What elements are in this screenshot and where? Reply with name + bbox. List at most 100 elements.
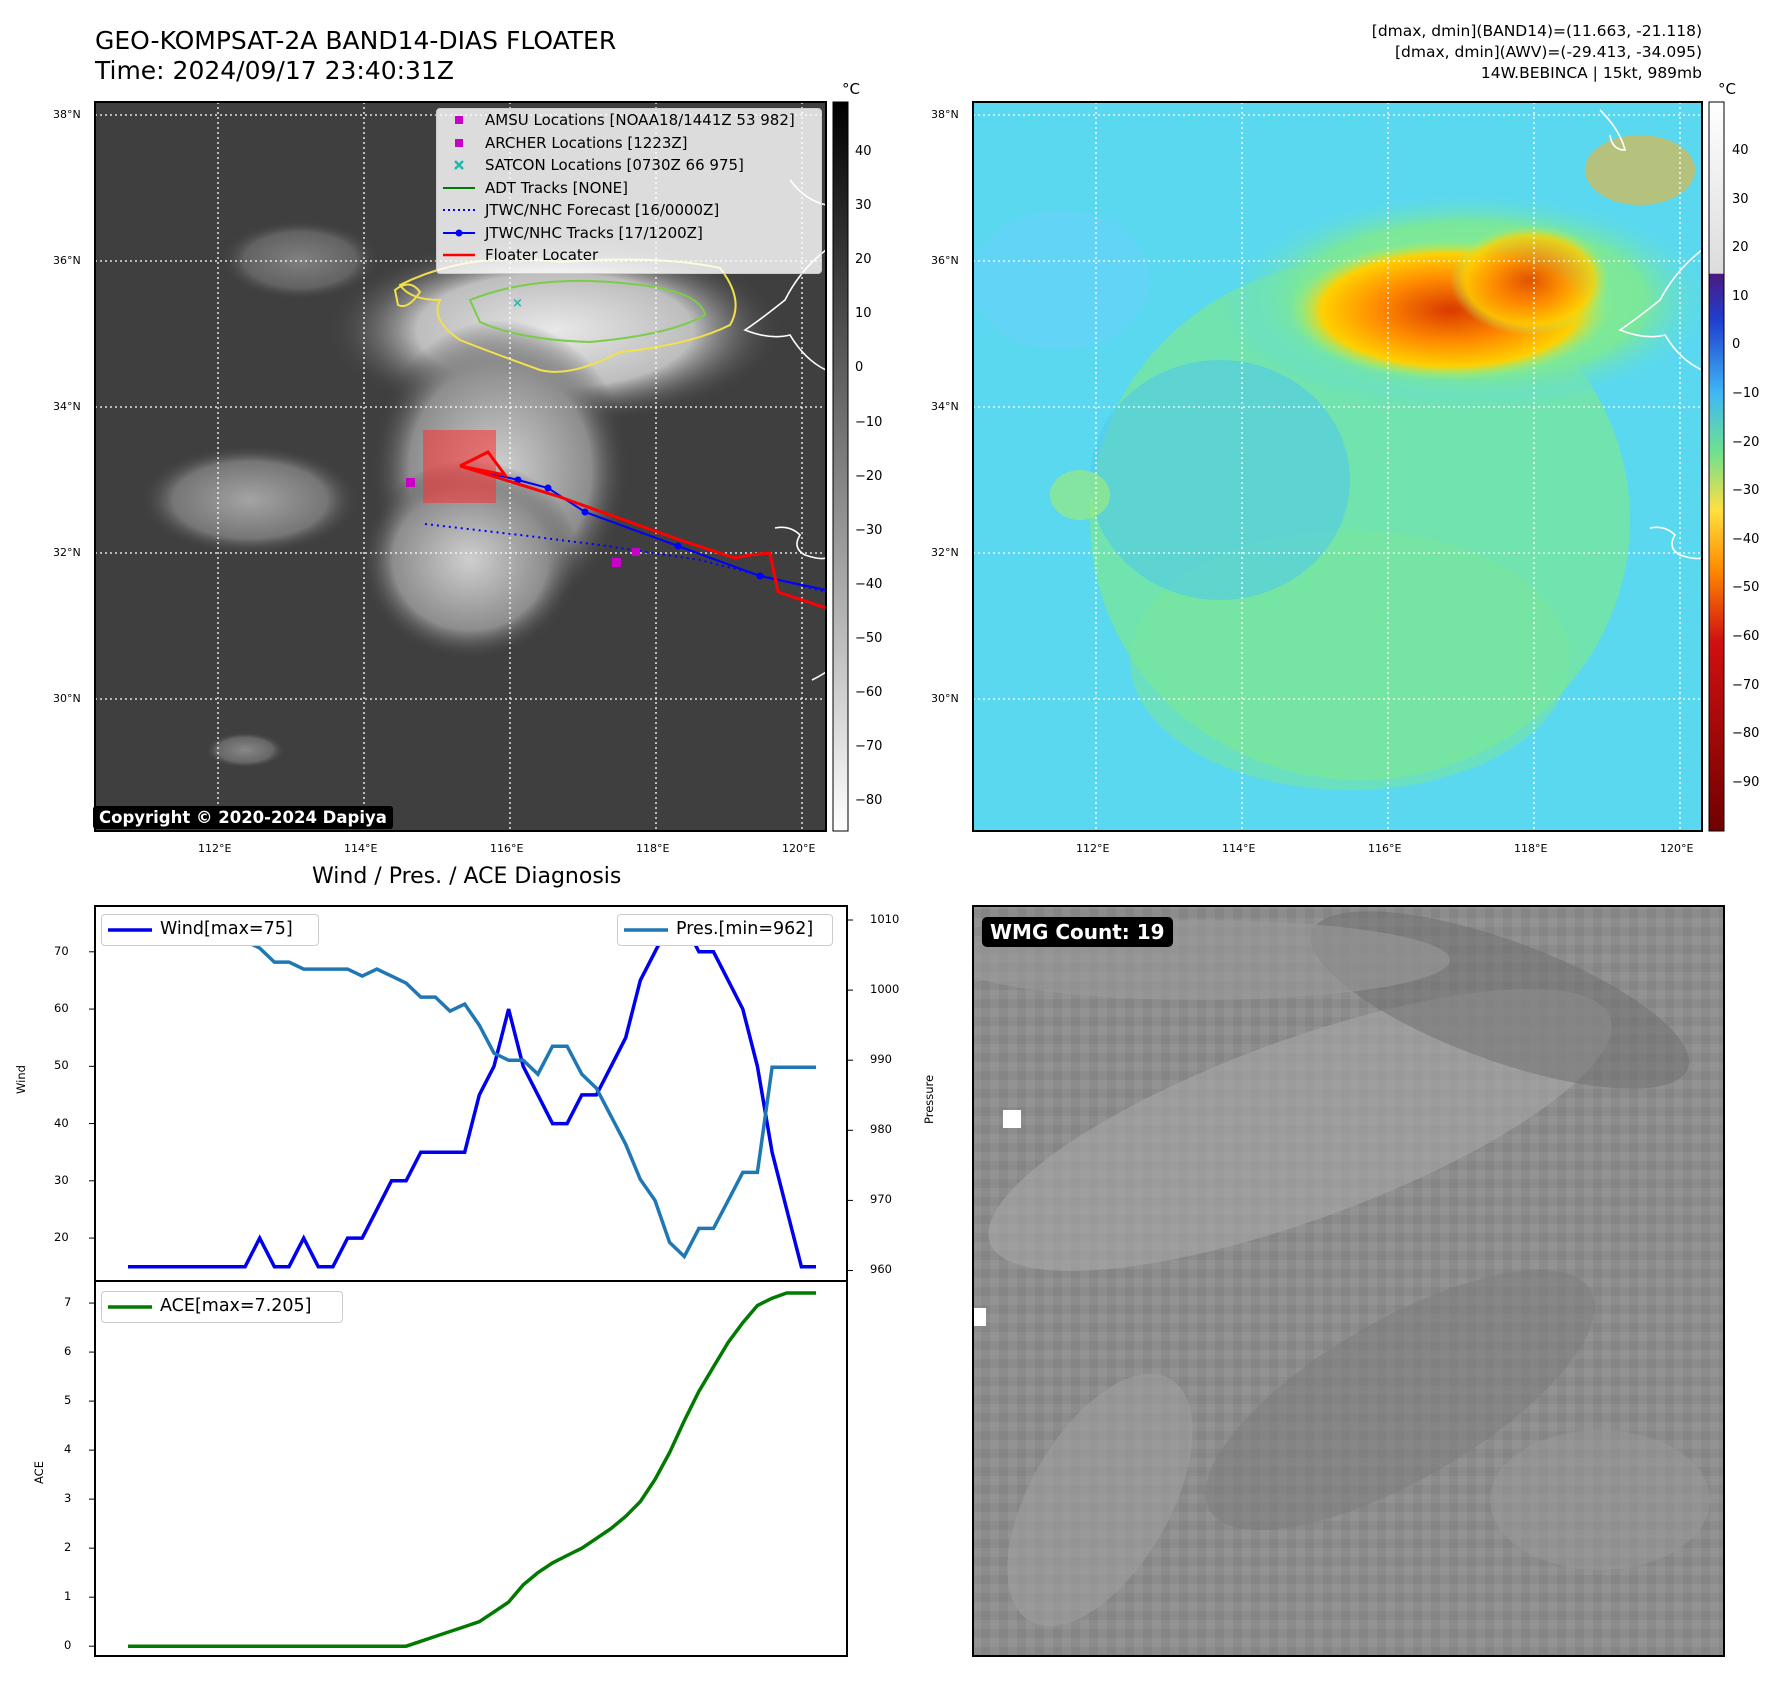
pressure-ytick-990: 990 [870, 1052, 892, 1067]
ace-axes [94, 1280, 848, 1657]
ir-lat-30: 30°N [53, 692, 81, 705]
ir-cb-tick-8: −40 [855, 576, 883, 592]
wind-ytick-20: 20 [54, 1230, 69, 1245]
wind-series-line [128, 921, 816, 1269]
wind-ytick-40: 40 [54, 1115, 69, 1130]
awv-lon-118: 118°E [1514, 842, 1548, 855]
wmg-imagery [973, 906, 1724, 1656]
pressure-ytick-980: 980 [870, 1122, 892, 1137]
awv-lon-120: 120°E [1660, 842, 1694, 855]
satcon-marker: × [512, 296, 523, 311]
diagnosis-title: Wind / Pres. / ACE Diagnosis [312, 864, 622, 889]
awv-cb-tick-8: −40 [1732, 531, 1760, 547]
wmg-white-pixel [1003, 1110, 1021, 1128]
awv-lat-36: 36°N [931, 254, 959, 267]
ir-colorbar [832, 101, 849, 832]
ir-cb-tick-7: −30 [855, 522, 883, 538]
pressure-ytick-1000: 1000 [870, 982, 900, 997]
wmg-count-badge: WMG Count: 19 [982, 917, 1173, 947]
ace-plot [89, 1291, 816, 1648]
ace-ytick-6: 6 [64, 1344, 72, 1359]
awv-lat-32: 32°N [931, 546, 959, 559]
awv-cb-tick-2: 20 [1732, 240, 1749, 256]
legend-tracks: JTWC/NHC Tracks [17/1200Z] [437, 222, 821, 245]
awv-cb-tick-0: 40 [1732, 143, 1749, 158]
floater-locater-track [459, 450, 826, 610]
awv-lat-34: 34°N [931, 400, 959, 413]
awv-cb-tick-4: 0 [1732, 337, 1741, 353]
ir-lon-120: 120°E [782, 842, 816, 855]
ace-ytick-1: 1 [64, 1589, 72, 1604]
figure-time: Time: 2024/09/17 23:40:31Z [95, 56, 454, 85]
map-legend: AMSU Locations [NOAA18/1441Z 53 982] ARC… [436, 108, 822, 274]
legend-satcon: SATCON Locations [0730Z 66 975] [437, 154, 821, 177]
wind-ytick-30: 30 [54, 1172, 69, 1187]
ir-cb-tick-5: −10 [855, 414, 883, 430]
ace-series-line [128, 1291, 816, 1648]
awv-cb-tick-7: −30 [1732, 483, 1760, 499]
awv-cb-tick-13: −90 [1732, 774, 1760, 790]
info-storm: 14W.BEBINCA | 15kt, 989mb [1480, 64, 1702, 82]
info-awv-range: [dmax, dmin](AWV)=(-29.413, -34.095) [1395, 43, 1702, 61]
awv-lat-30: 30°N [931, 692, 959, 705]
ir-lat-32: 32°N [53, 546, 81, 559]
wind-pres-axes [94, 905, 848, 1282]
ir-lon-114: 114°E [344, 842, 378, 855]
awv-colorbar [1708, 101, 1725, 832]
awv-cb-tick-3: 10 [1732, 288, 1749, 304]
pressure-ylabel: Pressure [922, 1074, 936, 1124]
ir-cb-tick-0: 40 [855, 144, 872, 159]
awv-imagery [973, 102, 1702, 831]
ir-lon-116: 116°E [490, 842, 524, 855]
awv-colorbar-unit: °C [1718, 80, 1736, 98]
ir-lat-36: 36°N [53, 254, 81, 267]
archer-marker [612, 558, 621, 567]
info-band14-range: [dmax, dmin](BAND14)=(11.663, -21.118) [1371, 22, 1702, 40]
legend-floater: Floater Locater [443, 246, 599, 264]
legend-amsu: AMSU Locations [NOAA18/1441Z 53 982] [437, 109, 821, 132]
awv-cb-tick-5: −10 [1732, 386, 1760, 401]
ir-cb-tick-1: 30 [855, 198, 872, 214]
figure-title: GEO-KOMPSAT-2A BAND14-DIAS FLOATER [95, 26, 617, 55]
wind-ytick-70: 70 [54, 943, 69, 958]
ace-ytick-4: 4 [64, 1442, 72, 1457]
wind-ytick-60: 60 [54, 1001, 69, 1016]
ir-lon-118: 118°E [636, 842, 670, 855]
legend-forecast: JTWC/NHC Forecast [16/0000Z] [443, 201, 720, 219]
ace-ylabel: ACE [32, 1461, 46, 1484]
ace-ytick-7: 7 [64, 1295, 72, 1310]
awv-cb-tick-10: −60 [1732, 629, 1760, 644]
wind-ylabel: Wind [14, 1065, 28, 1094]
ir-cb-tick-2: 20 [855, 252, 872, 268]
pressure-ytick-960: 960 [870, 1262, 892, 1277]
awv-lon-112: 112°E [1076, 842, 1110, 855]
awv-cb-tick-6: −20 [1732, 434, 1760, 450]
floater-box [423, 430, 496, 503]
ir-cb-tick-10: −60 [855, 685, 883, 700]
pressure-legend: Pres.[min=962] [617, 914, 833, 946]
awv-lon-114: 114°E [1222, 842, 1256, 855]
ace-ytick-5: 5 [64, 1393, 72, 1408]
ir-cb-tick-12: −80 [855, 793, 883, 809]
wind-legend: Wind[max=75] [101, 914, 319, 946]
ace-ytick-2: 2 [64, 1540, 72, 1555]
wind-ytick-50: 50 [54, 1058, 69, 1073]
pressure-ytick-970: 970 [870, 1192, 892, 1207]
pressure-ytick-1010: 1010 [870, 912, 900, 927]
legend-archer: ARCHER Locations [1223Z] [437, 132, 821, 155]
amsu-marker [406, 478, 415, 487]
ace-ytick-0: 0 [64, 1638, 72, 1653]
awv-cb-tick-11: −70 [1732, 677, 1760, 693]
ir-cb-tick-3: 10 [855, 306, 872, 322]
ir-cb-tick-9: −50 [855, 630, 883, 646]
legend-adt: ADT Tracks [NONE] [443, 178, 629, 197]
awv-lat-38: 38°N [931, 108, 959, 121]
ir-lat-38: 38°N [53, 108, 81, 121]
awv-cb-tick-9: −50 [1732, 580, 1760, 596]
ir-colorbar-unit: °C [842, 80, 860, 98]
copyright-badge: Copyright © 2020-2024 Dapiya [93, 806, 393, 829]
ace-legend: ACE[max=7.205] [101, 1291, 343, 1323]
ace-ytick-3: 3 [64, 1491, 72, 1506]
ir-lon-112: 112°E [198, 842, 232, 855]
